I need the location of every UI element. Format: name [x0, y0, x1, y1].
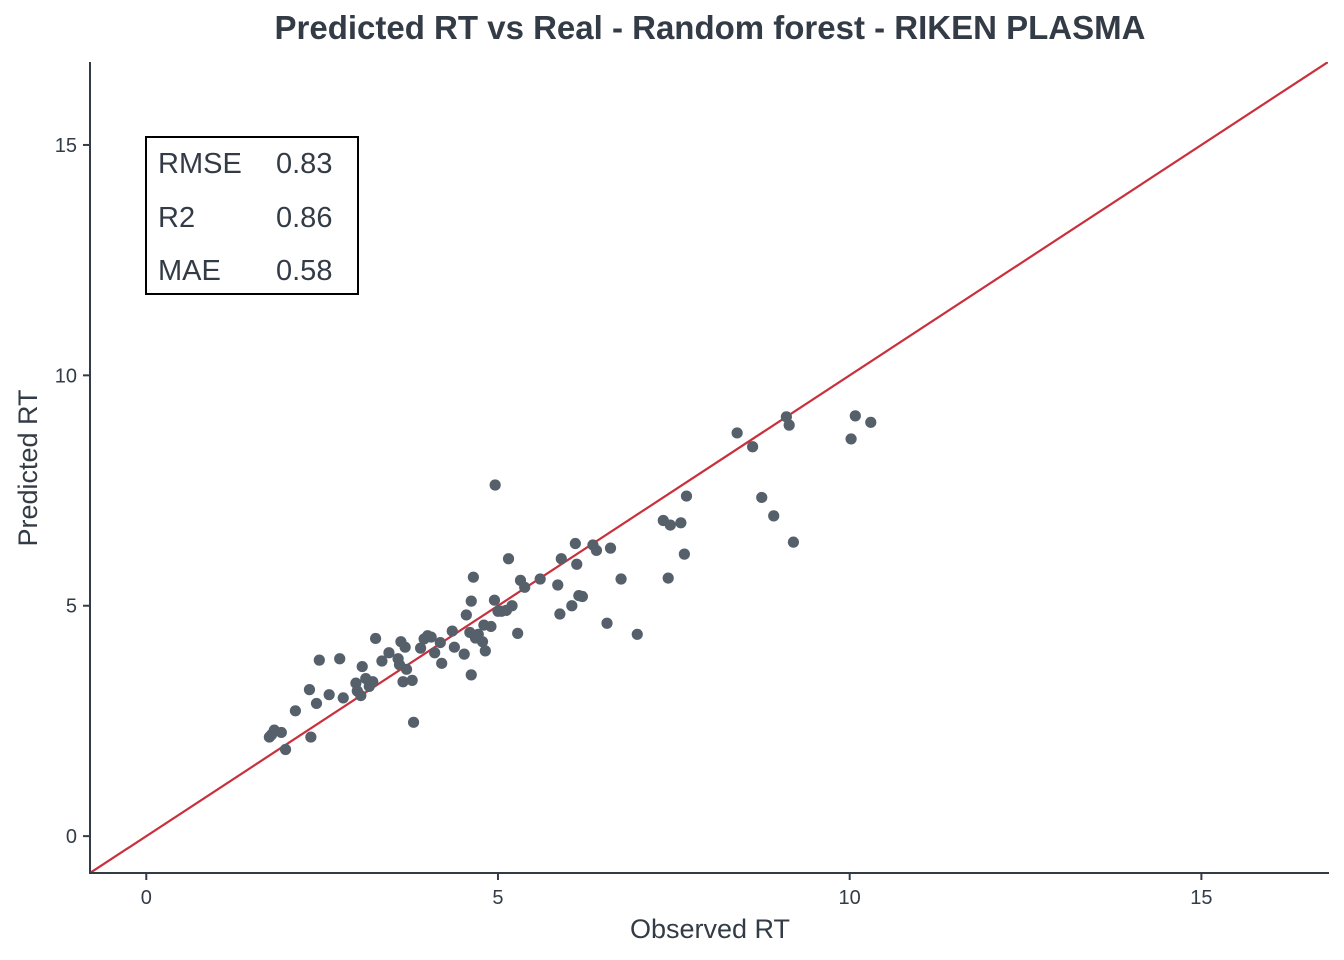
data-point	[334, 653, 345, 664]
y-axis-label: Predicted RT	[13, 389, 43, 546]
data-point	[290, 705, 301, 716]
data-point	[324, 689, 335, 700]
data-point	[461, 609, 472, 620]
data-point	[280, 744, 291, 755]
data-point	[401, 664, 412, 675]
x-axis-ticks: 0 5 10 15	[141, 873, 1213, 909]
data-point	[768, 510, 779, 521]
data-point	[554, 608, 565, 619]
data-point	[605, 543, 616, 554]
data-point	[845, 433, 856, 444]
data-point	[311, 698, 322, 709]
data-point	[357, 661, 368, 672]
data-point	[577, 591, 588, 602]
data-point	[512, 628, 523, 639]
data-point	[865, 417, 876, 428]
data-point	[632, 629, 643, 640]
data-point	[408, 717, 419, 728]
stat-value-mae: 0.58	[276, 255, 332, 287]
data-point	[370, 633, 381, 644]
data-point	[556, 553, 567, 564]
data-point	[407, 675, 418, 686]
data-point	[383, 647, 394, 658]
data-point	[400, 642, 411, 653]
data-point	[665, 519, 676, 530]
chart-title: Predicted RT vs Real - Random forest - R…	[275, 9, 1146, 46]
data-point	[570, 538, 581, 549]
data-point	[304, 684, 315, 695]
data-point	[675, 517, 686, 528]
y-axis-ticks: 0 5 10 15	[55, 135, 90, 848]
data-point	[489, 595, 500, 606]
x-tick-label: 5	[492, 887, 503, 909]
data-point	[591, 545, 602, 556]
data-point	[485, 621, 496, 632]
data-point	[449, 642, 460, 653]
stat-value-r2: 0.86	[276, 202, 332, 234]
data-point	[601, 618, 612, 629]
stat-label-r2: R2	[158, 202, 195, 234]
data-point	[747, 441, 758, 452]
stat-label-rmse: RMSE	[158, 148, 242, 180]
x-axis-label: Observed RT	[630, 914, 790, 944]
data-point	[663, 572, 674, 583]
data-point	[466, 669, 477, 680]
data-point	[435, 637, 446, 648]
y-tick-label: 10	[55, 365, 77, 387]
data-point	[552, 579, 563, 590]
data-point	[490, 479, 501, 490]
data-point	[447, 625, 458, 636]
stat-label-mae: MAE	[158, 255, 221, 287]
data-point	[615, 573, 626, 584]
y-tick-label: 15	[55, 135, 77, 157]
data-point	[436, 658, 447, 669]
data-point	[429, 647, 440, 658]
data-point	[850, 410, 861, 421]
x-tick-label: 0	[141, 887, 152, 909]
data-points	[264, 410, 877, 755]
data-point	[788, 537, 799, 548]
data-point	[732, 427, 743, 438]
y-tick-label: 0	[66, 826, 77, 848]
data-point	[305, 731, 316, 742]
data-point	[367, 676, 378, 687]
data-point	[571, 559, 582, 570]
x-tick-label: 10	[839, 887, 861, 909]
data-point	[519, 582, 530, 593]
data-point	[480, 645, 491, 656]
data-point	[756, 492, 767, 503]
y-tick-label: 5	[66, 596, 77, 618]
data-point	[276, 727, 287, 738]
data-point	[314, 655, 325, 666]
data-point	[459, 649, 470, 660]
stat-value-rmse: 0.83	[276, 148, 332, 180]
data-point	[503, 553, 514, 564]
data-point	[566, 600, 577, 611]
x-tick-label: 15	[1190, 887, 1212, 909]
data-point	[784, 420, 795, 431]
data-point	[535, 573, 546, 584]
data-point	[681, 490, 692, 501]
stats-box: RMSE 0.83 R2 0.86 MAE 0.58	[146, 137, 358, 294]
data-point	[468, 572, 479, 583]
data-point	[466, 596, 477, 607]
data-point	[679, 549, 690, 560]
data-point	[355, 690, 366, 701]
data-point	[506, 600, 517, 611]
data-point	[338, 692, 349, 703]
